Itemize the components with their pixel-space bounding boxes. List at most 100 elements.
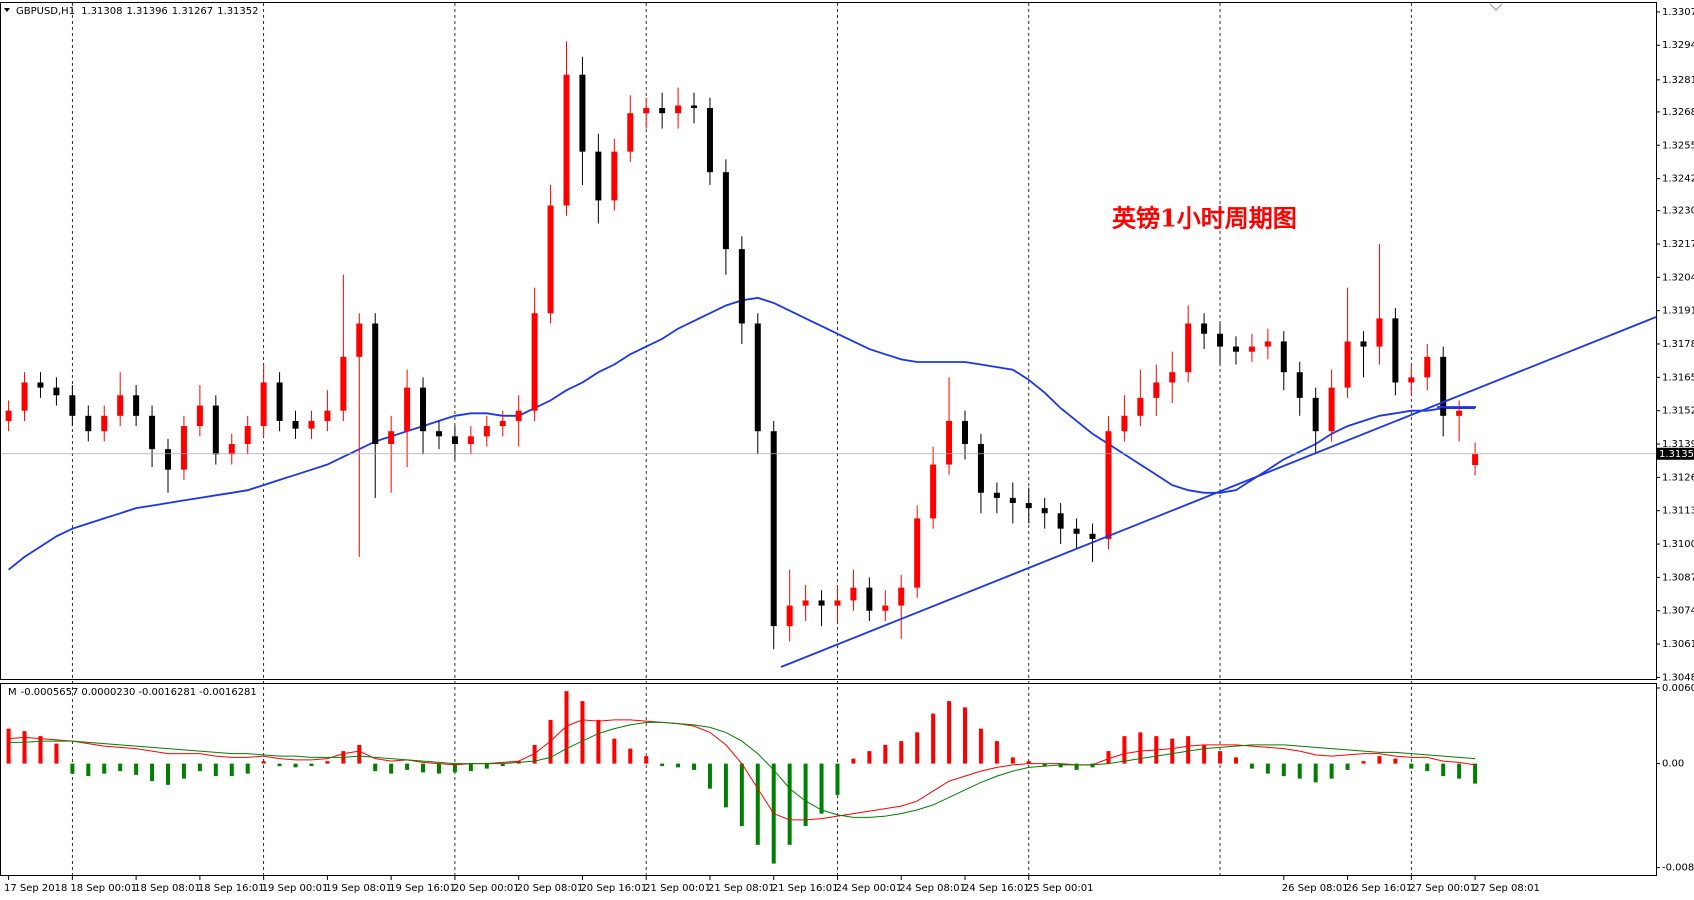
x-tick-label: 17 Sep 2018	[4, 883, 67, 894]
macd-bar	[564, 691, 569, 764]
candle-body	[738, 249, 745, 324]
macd-bar	[22, 731, 27, 764]
y-tick-label: 1.32300	[1662, 206, 1694, 217]
x-tick-label: 19 Sep 16:01	[389, 883, 456, 894]
x-tick-label: 27 Sep 00:01	[1409, 883, 1476, 894]
macd-bar	[484, 763, 489, 769]
high: 1.31396	[126, 6, 167, 17]
candle-body	[149, 415, 156, 450]
candle-body	[627, 113, 634, 152]
y-tick-label: 1.31130	[1662, 506, 1694, 517]
candle-body	[276, 382, 283, 421]
candle-body	[165, 449, 171, 470]
candle-body	[563, 74, 570, 206]
y-tick-label: 0.00605	[1662, 683, 1694, 694]
macd-bar	[1122, 736, 1127, 764]
macd-bar	[1249, 763, 1254, 769]
candle-body	[1424, 356, 1431, 378]
candle-body	[1440, 356, 1447, 416]
candle-body	[1121, 415, 1128, 432]
readout: -0.0016281	[138, 687, 196, 698]
macd-bar	[1090, 763, 1095, 768]
candle-body	[117, 395, 124, 416]
macd-bar	[723, 763, 728, 808]
macd-bar	[628, 748, 633, 764]
x-tick-label: 18 Sep 00:01	[70, 883, 137, 894]
x-tick-label: 19 Sep 00:01	[262, 883, 329, 894]
macd-bar	[1170, 738, 1175, 764]
x-tick-label: 25 Sep 00:01	[1027, 883, 1094, 894]
candle-body	[659, 108, 666, 114]
macd-bar	[197, 763, 202, 772]
candle-body	[643, 108, 650, 114]
macd-bar	[1457, 763, 1462, 779]
candle-body	[69, 395, 76, 416]
menu-arrow[interactable]	[4, 8, 10, 12]
macd-bar	[787, 763, 792, 845]
candle-body	[1041, 508, 1048, 514]
macd-bar	[994, 741, 999, 764]
macd-bar	[277, 763, 282, 767]
macd-bar	[500, 763, 505, 767]
macd-bar	[1297, 763, 1302, 779]
y-tick-label: 1.32945	[1662, 40, 1694, 51]
open: 1.31308	[81, 6, 122, 17]
macd-bar	[436, 763, 441, 774]
x-tick-label: 21 Sep 16:01	[772, 883, 839, 894]
y-tick-label: 1.30870	[1662, 572, 1694, 583]
candle-body	[1025, 503, 1032, 509]
candle-body	[531, 313, 538, 411]
x-tick-label: 21 Sep 08:01	[708, 883, 775, 894]
x-tick-label: 20 Sep 16:01	[580, 883, 647, 894]
macd-bar	[1265, 763, 1270, 774]
candle-body	[579, 74, 586, 152]
macd-bar	[38, 736, 43, 764]
candle-body	[467, 436, 474, 445]
x-tick-label: 20 Sep 08:01	[517, 883, 584, 894]
candle-body	[260, 382, 267, 427]
y-tick-label: 1.32170	[1662, 239, 1694, 250]
candle-body	[324, 410, 331, 421]
candle-body	[706, 108, 713, 173]
candle-body	[212, 405, 219, 455]
candle-body	[1280, 341, 1287, 373]
x-tick-label: 24 Sep 16:01	[963, 883, 1030, 894]
macd-bar	[1393, 758, 1398, 764]
candle-body	[675, 105, 682, 114]
y-tick-label: 1.33075	[1662, 7, 1694, 18]
y-tick-label: 1.30740	[1662, 606, 1694, 617]
macd-bar	[612, 738, 617, 764]
candle-body	[483, 426, 490, 437]
readout: -0.0005657	[21, 687, 79, 698]
macd-bar	[1233, 757, 1238, 764]
candle-body	[1201, 323, 1208, 334]
y-tick-label: 1.32425	[1662, 174, 1694, 185]
y-tick-label: 1.32810	[1662, 75, 1694, 86]
macd-bar	[150, 763, 155, 782]
macd-bar	[1313, 763, 1318, 783]
macd-bar	[1042, 763, 1047, 767]
macd-bar	[229, 763, 234, 777]
candle-body	[1392, 318, 1399, 383]
candle-body	[547, 205, 554, 314]
current-price-label: 1.31352	[1659, 449, 1694, 460]
macd-bar	[1218, 751, 1223, 764]
candle-body	[882, 605, 889, 611]
y-tick-label: 1.31650	[1662, 372, 1694, 383]
candle-body	[340, 356, 347, 411]
candle-body	[451, 436, 458, 445]
candle-body	[850, 587, 857, 601]
macd-bar	[851, 758, 856, 764]
scroll-marker	[1489, 3, 1503, 11]
candle-body	[1376, 318, 1383, 347]
macd-bar	[1329, 763, 1334, 779]
candle-body	[834, 600, 841, 606]
candle-body	[308, 420, 315, 429]
macd-bar	[70, 763, 75, 774]
y-tick-label: -0.00832	[1662, 863, 1694, 874]
candle-body	[85, 415, 92, 432]
candle-body	[1328, 387, 1335, 432]
chart-header: GBPUSD,H1 1.31308 1.31396 1.31267 1.31352	[16, 6, 259, 17]
macd-bar	[54, 743, 59, 764]
macd-bar	[883, 744, 888, 764]
